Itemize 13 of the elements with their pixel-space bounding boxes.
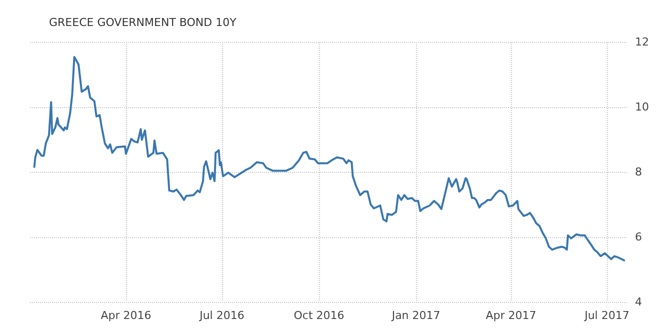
y-tick-label: 4 bbox=[635, 296, 642, 308]
x-tick-label: Apr 2017 bbox=[486, 309, 536, 322]
x-tick-label: Jul 2017 bbox=[584, 309, 630, 322]
line-series bbox=[33, 56, 626, 262]
x-tick-label: Apr 2016 bbox=[100, 309, 152, 322]
y-tick-label: 8 bbox=[635, 166, 642, 178]
chart-title: GREECE GOVERNMENT BOND 10Y bbox=[49, 16, 237, 29]
x-tick-label: Jul 2016 bbox=[198, 309, 244, 322]
y-tick-label: 6 bbox=[635, 230, 642, 244]
x-tick-label: Oct 2016 bbox=[294, 309, 344, 322]
y-tick-label: 12 bbox=[635, 36, 649, 48]
x-tick-label: Jan 2017 bbox=[390, 309, 440, 322]
y-tick-label: 10 bbox=[635, 100, 649, 114]
